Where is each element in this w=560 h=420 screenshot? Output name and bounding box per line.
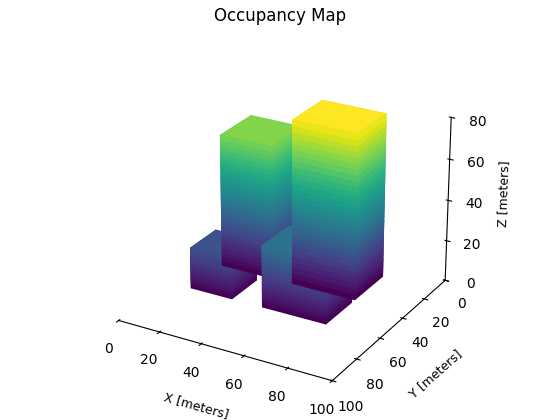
X-axis label: X [meters]: X [meters]	[162, 390, 230, 420]
Y-axis label: Y [meters]: Y [meters]	[407, 347, 464, 400]
Title: Occupancy Map: Occupancy Map	[214, 7, 346, 25]
